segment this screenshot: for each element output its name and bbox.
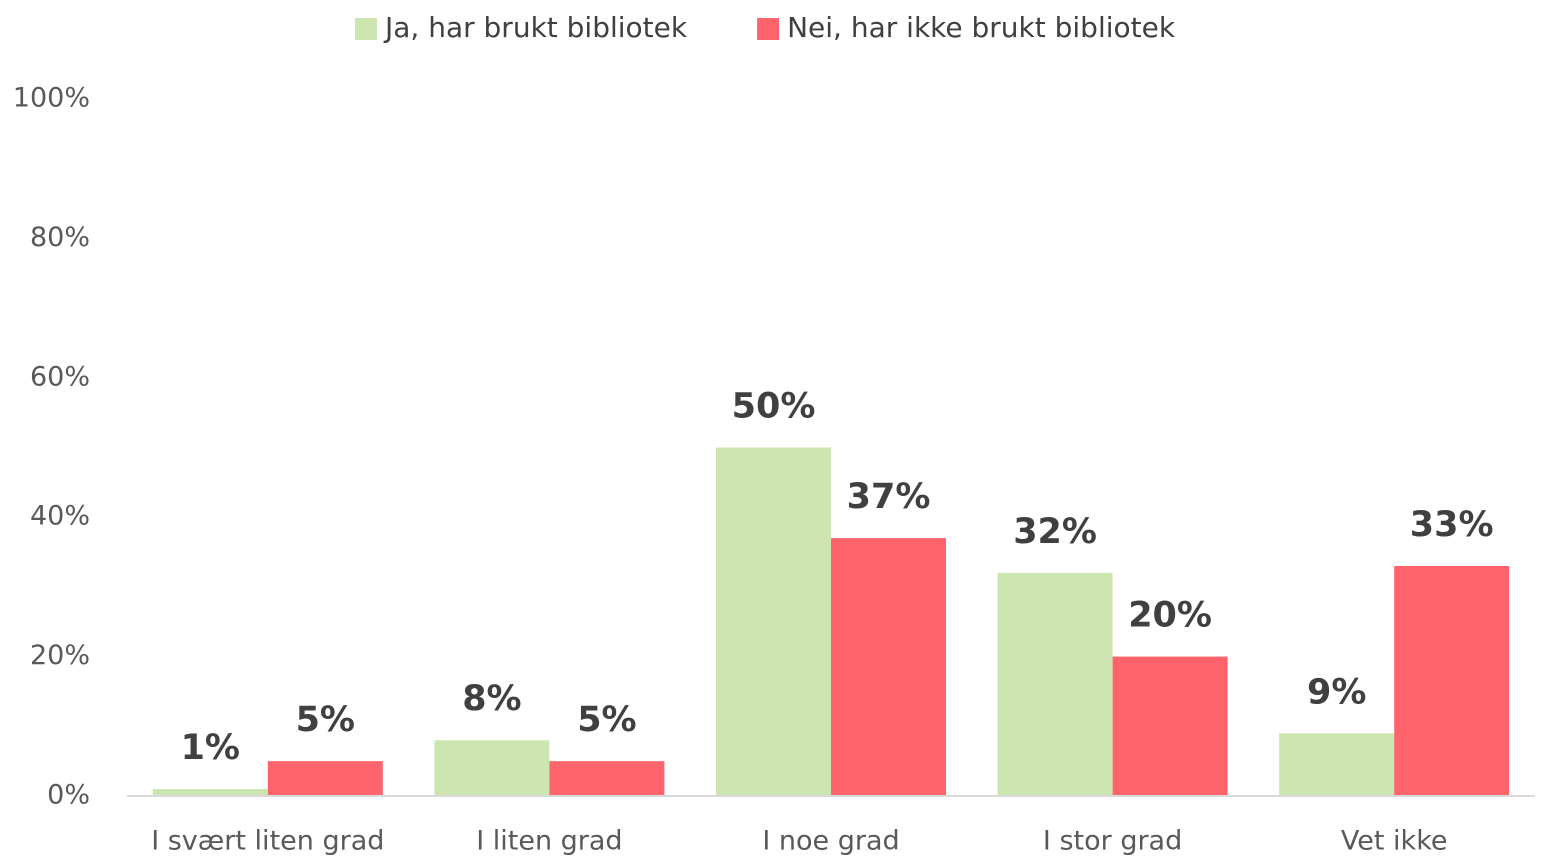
value-label: 37% [847,477,931,517]
x-tick-label: I svært liten grad [151,826,384,857]
legend-swatch [757,18,780,40]
value-label: 50% [732,387,816,427]
x-tick-label: I stor grad [1043,826,1182,857]
bar [997,572,1113,796]
y-tick-label: 20% [30,640,90,671]
value-label: 1% [181,728,240,768]
value-label: 20% [1128,596,1212,636]
y-tick-label: 80% [30,222,90,253]
y-tick-label: 60% [30,361,90,392]
legend-label: Ja, har brukt bibliotek [383,11,688,44]
value-label: 5% [577,700,636,740]
bar [1112,656,1228,796]
y-tick-label: 100% [13,83,90,114]
x-tick-label: Vet ikke [1341,826,1448,857]
bar [549,761,665,796]
bar [1394,565,1510,796]
value-label: 9% [1307,672,1366,712]
value-label: 5% [296,700,355,740]
value-label: 33% [1410,505,1494,545]
legend-label: Nei, har ikke brukt bibliotek [787,11,1176,44]
value-label: 32% [1013,512,1097,552]
bar [434,740,550,796]
bar [152,789,268,796]
x-tick-label: I noe grad [762,826,899,857]
y-tick-label: 40% [30,501,90,532]
bar [267,761,383,796]
value-label: 8% [462,679,521,719]
bar [831,538,946,796]
bar [1279,733,1395,796]
y-tick-label: 0% [47,780,90,811]
bar [716,447,831,796]
legend-swatch [355,18,377,40]
x-tick-label: I liten grad [476,826,622,857]
